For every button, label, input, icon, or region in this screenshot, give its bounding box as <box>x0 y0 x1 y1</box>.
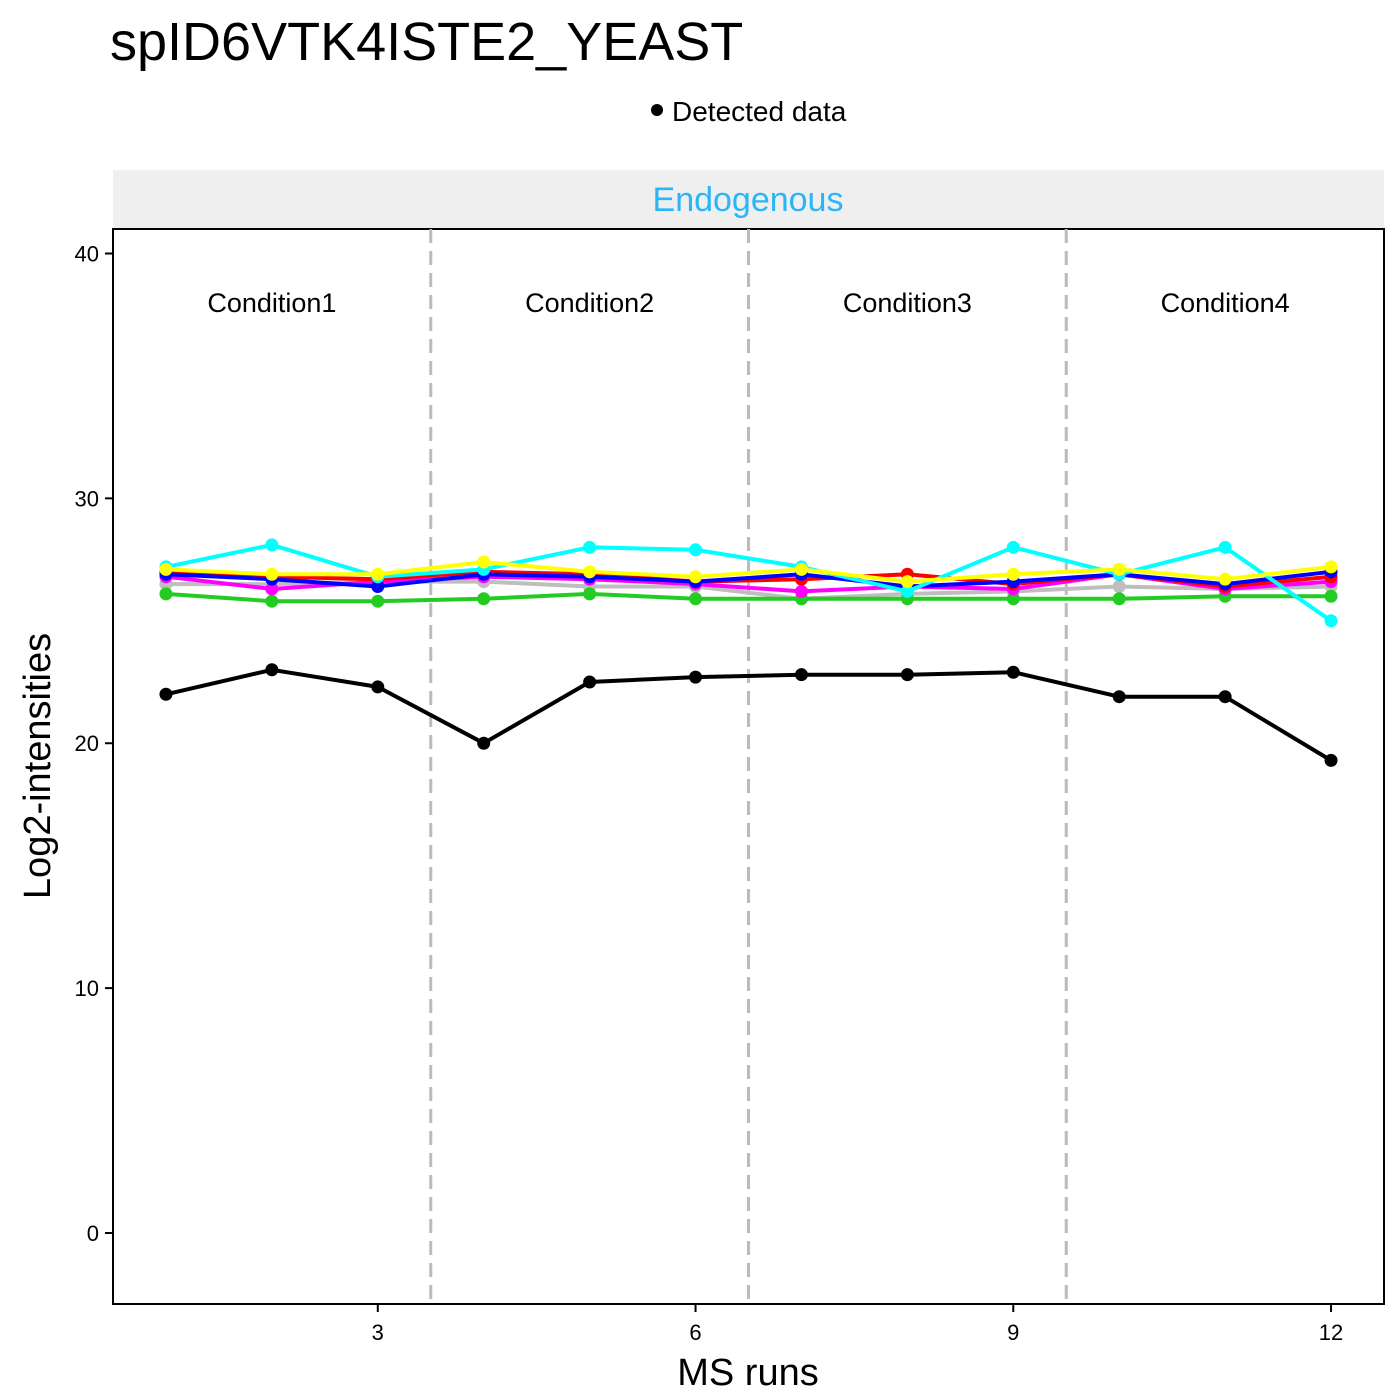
data-point <box>265 663 279 677</box>
data-point <box>159 687 173 701</box>
x-tick-label: 6 <box>689 1320 701 1345</box>
data-point <box>689 570 703 584</box>
y-tick-label: 20 <box>75 731 99 756</box>
data-point <box>900 584 914 598</box>
condition-label: Condition1 <box>207 288 336 318</box>
y-tick-label: 10 <box>75 976 99 1001</box>
data-point <box>583 540 597 554</box>
legend: Detected data <box>651 96 847 127</box>
data-point <box>1112 592 1126 606</box>
data-point <box>1006 665 1020 679</box>
data-point <box>477 555 491 569</box>
x-tick-label: 12 <box>1319 1320 1343 1345</box>
y-tick-label: 0 <box>87 1221 99 1246</box>
data-point <box>794 562 808 576</box>
data-point <box>1324 589 1338 603</box>
data-point <box>265 567 279 581</box>
series-line <box>165 667 1333 763</box>
data-point <box>1112 690 1126 704</box>
x-tick-label: 3 <box>372 1320 384 1345</box>
y-tick-label: 40 <box>75 241 99 266</box>
condition-label: Condition4 <box>1161 288 1290 318</box>
x-axis-title: MS runs <box>677 1352 818 1394</box>
series-line <box>165 560 1332 584</box>
data-point <box>265 594 279 608</box>
data-point <box>689 592 703 606</box>
data-point <box>1218 540 1232 554</box>
data-point <box>371 680 385 694</box>
legend-label: Detected data <box>672 96 847 127</box>
data-point <box>794 668 808 682</box>
condition-label: Condition3 <box>843 288 972 318</box>
data-point <box>689 670 703 684</box>
facet-strip-background <box>113 170 1384 228</box>
data-point <box>900 668 914 682</box>
facet-label: Endogenous <box>653 181 844 219</box>
data-point <box>583 565 597 579</box>
data-point <box>159 562 173 576</box>
data-point <box>159 587 173 601</box>
data-point <box>371 567 385 581</box>
data-point <box>1006 592 1020 606</box>
data-point <box>900 575 914 589</box>
data-point <box>265 582 279 596</box>
data-point <box>1324 614 1338 628</box>
condition-label: Condition2 <box>525 288 654 318</box>
data-point <box>1006 540 1020 554</box>
data-point <box>794 584 808 598</box>
data-point <box>689 543 703 557</box>
data-point <box>477 592 491 606</box>
data-point <box>477 736 491 750</box>
series-line <box>165 569 1332 589</box>
data-point <box>1218 572 1232 586</box>
data-point <box>371 594 385 608</box>
data-point <box>371 580 385 594</box>
data-point <box>583 675 597 689</box>
data-point <box>583 587 597 601</box>
series-line <box>165 591 1331 604</box>
facet-strip: Endogenous <box>113 170 1384 228</box>
y-tick-label: 30 <box>75 486 99 511</box>
data-point <box>1324 753 1338 767</box>
data-point <box>265 538 279 552</box>
data-point <box>1218 690 1232 704</box>
data-point <box>1112 580 1126 594</box>
data-point <box>1112 562 1126 576</box>
x-tick-label: 9 <box>1007 1320 1019 1345</box>
data-point <box>1006 567 1020 581</box>
plot-area: Condition1 Condition2 Condition3 Condition4… <box>75 228 1385 1345</box>
y-axis-title: Log2-intensities <box>17 633 59 899</box>
chart-title: spID6VTK4ISTE2_YEAST <box>110 12 743 72</box>
legend-marker <box>651 104 663 116</box>
data-point <box>1324 560 1338 574</box>
